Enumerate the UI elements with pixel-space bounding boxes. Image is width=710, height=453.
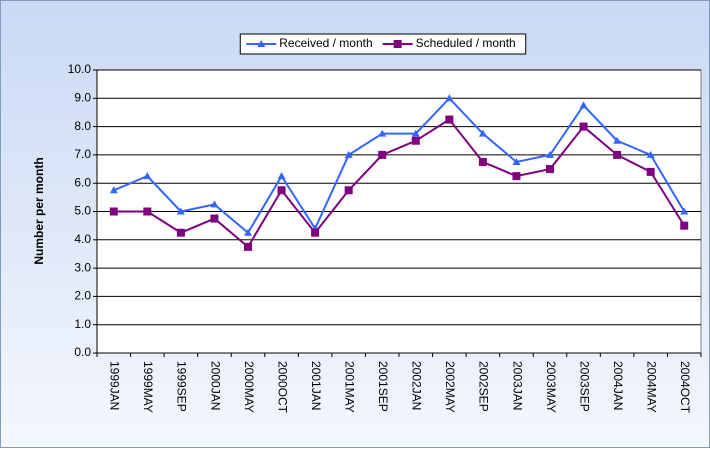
y-tick-label: 2.0 bbox=[74, 289, 91, 303]
point bbox=[143, 172, 152, 180]
point bbox=[613, 136, 622, 144]
point bbox=[579, 122, 588, 131]
point bbox=[244, 228, 252, 236]
x-tick-label: 2003SEP bbox=[577, 361, 591, 412]
point bbox=[277, 186, 286, 195]
legend-label: Received / month bbox=[279, 36, 372, 50]
point bbox=[478, 129, 487, 137]
point bbox=[176, 228, 185, 237]
point bbox=[646, 150, 655, 158]
point bbox=[680, 207, 689, 215]
point bbox=[546, 150, 554, 158]
x-tick-label: 2004MAY bbox=[644, 361, 658, 413]
legend: Received / month Scheduled / month bbox=[239, 33, 527, 55]
point bbox=[344, 150, 353, 158]
x-tick-label: 2000MAY bbox=[242, 361, 256, 413]
x-tick-label: 2001JAN bbox=[309, 361, 323, 410]
point bbox=[579, 101, 588, 109]
point bbox=[411, 136, 420, 145]
point bbox=[344, 186, 353, 195]
x-tick-label: 2001MAY bbox=[342, 361, 356, 413]
point bbox=[210, 214, 219, 223]
legend-label: Scheduled / month bbox=[416, 36, 516, 50]
x-tick-label: 1999JAN bbox=[108, 361, 122, 410]
point bbox=[546, 165, 554, 174]
x-tick-label: 2002JAN bbox=[410, 361, 424, 410]
point bbox=[411, 129, 420, 137]
y-tick-label: 10.0 bbox=[68, 62, 92, 76]
x-tick-label: 2002SEP bbox=[477, 361, 491, 412]
y-tick-label: 5.0 bbox=[74, 204, 91, 218]
y-tick-label: 7.0 bbox=[74, 147, 91, 161]
x-tick-label: 1999MAY bbox=[141, 361, 155, 413]
point bbox=[512, 172, 521, 181]
y-tick-label: 3.0 bbox=[74, 260, 91, 274]
x-tick-label: 2002MAY bbox=[443, 361, 457, 413]
point bbox=[512, 157, 521, 165]
point bbox=[109, 207, 118, 216]
point bbox=[680, 221, 689, 230]
point bbox=[478, 157, 487, 166]
point bbox=[378, 150, 387, 159]
series-line bbox=[113, 96, 686, 235]
x-tick-label: 1999SEP bbox=[175, 361, 189, 412]
x-tick-label: 2000OCT bbox=[275, 361, 289, 414]
x-tick-label: 2004JAN bbox=[611, 361, 625, 410]
point bbox=[445, 115, 454, 124]
x-tick-label: 2001SEP bbox=[376, 361, 390, 412]
point bbox=[244, 242, 252, 251]
series-line bbox=[113, 118, 686, 249]
point bbox=[109, 186, 118, 194]
point bbox=[210, 200, 219, 208]
point bbox=[143, 207, 152, 216]
y-tick-label: 8.0 bbox=[74, 119, 91, 133]
point bbox=[393, 40, 402, 48]
point bbox=[257, 40, 266, 47]
point bbox=[277, 172, 286, 180]
point bbox=[445, 94, 454, 102]
point bbox=[613, 150, 622, 159]
x-tick-label: 2003JAN bbox=[510, 361, 524, 410]
y-axis-label: Number per month bbox=[32, 157, 46, 264]
y-tick-label: 1.0 bbox=[74, 317, 91, 331]
y-tick-label: 4.0 bbox=[74, 232, 91, 246]
point bbox=[311, 228, 320, 237]
y-tick-label: 0.0 bbox=[74, 345, 91, 359]
point bbox=[378, 129, 387, 137]
point bbox=[176, 207, 185, 215]
point bbox=[646, 167, 655, 176]
x-tick-label: 2000JAN bbox=[208, 361, 222, 410]
y-tick-label: 9.0 bbox=[74, 90, 91, 104]
x-tick-label: 2003MAY bbox=[544, 361, 558, 413]
x-tick-label: 2004OCT bbox=[678, 361, 692, 414]
y-tick-label: 6.0 bbox=[74, 175, 91, 189]
